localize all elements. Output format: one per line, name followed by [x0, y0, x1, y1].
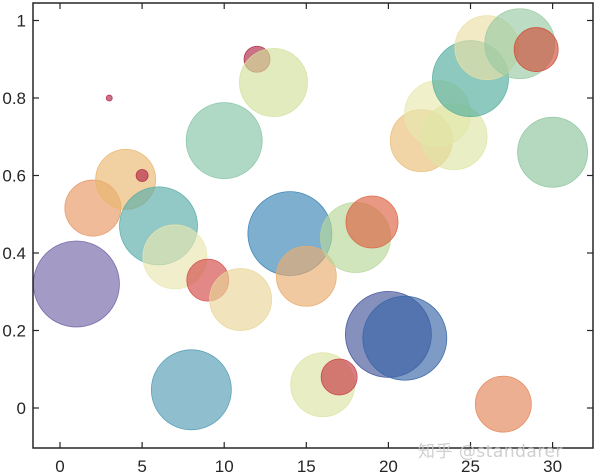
y-tick-label: 1: [17, 12, 26, 31]
bubble-point: [33, 240, 120, 328]
y-tick-label: 0: [17, 399, 26, 418]
x-tick-label: 30: [543, 457, 562, 475]
y-tick-label: 0.2: [2, 322, 26, 341]
bubble-point: [209, 268, 273, 331]
bubble-series: [33, 8, 588, 433]
x-tick-label: 5: [137, 457, 146, 475]
watermark: 知乎 @standarer: [418, 442, 563, 462]
bubble-point: [135, 169, 149, 182]
bubble-point: [513, 27, 559, 72]
y-tick-label: 0.4: [2, 244, 26, 263]
bubble-point: [474, 375, 532, 433]
y-tick-label: 0.8: [2, 89, 26, 108]
bubble-point: [105, 94, 113, 102]
plot-frame: [32, 2, 594, 449]
x-tick-label: 10: [215, 457, 234, 475]
bubble-point: [275, 245, 337, 307]
x-tick-label: 0: [55, 457, 64, 475]
bubble-point: [185, 102, 263, 180]
bubble-point: [345, 195, 399, 249]
x-tick-label: 15: [297, 457, 316, 475]
bubble-point: [320, 358, 358, 396]
bubble-point: [517, 116, 588, 188]
bubble-point: [362, 295, 448, 381]
x-tick-label: 25: [461, 457, 480, 475]
x-tick-label: 20: [379, 457, 398, 475]
y-tick-label: 0.6: [2, 167, 26, 186]
bubble-point: [150, 349, 232, 431]
bubble-point: [239, 48, 308, 117]
